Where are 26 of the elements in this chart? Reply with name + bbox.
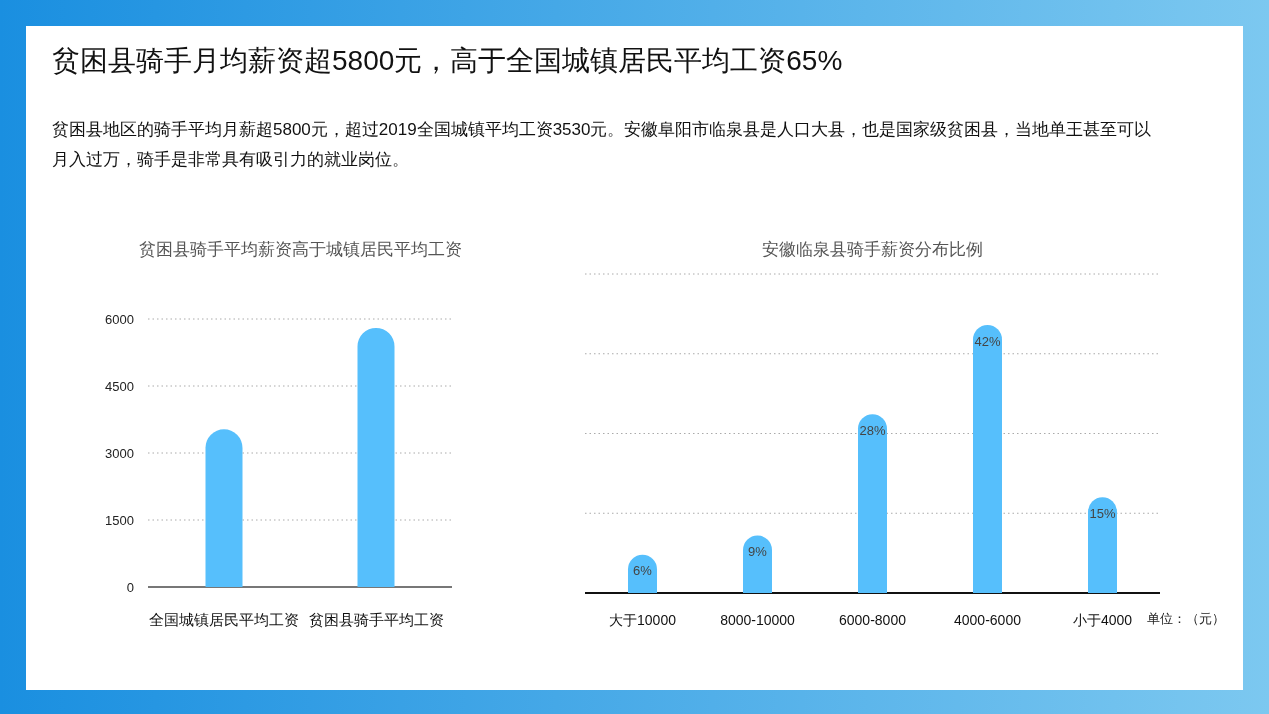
- data-label: 9%: [748, 544, 768, 560]
- data-label: 15%: [1089, 505, 1116, 521]
- x-tick-label: 贫困县骑手平均工资: [308, 611, 444, 628]
- y-tick-label: 6000: [105, 312, 134, 327]
- y-tick-label: 1500: [105, 513, 134, 528]
- bar: [973, 325, 1002, 593]
- data-label: 42%: [974, 333, 1001, 349]
- bar: [1088, 497, 1117, 593]
- data-label: 28%: [859, 422, 886, 438]
- x-tick-label: 8000-10000: [720, 612, 796, 628]
- bar: [743, 535, 772, 593]
- text: 贫困县地区的骑手平均月薪超5800元，超过2019全国城镇平均工资3530元。安徽阜阳市临泉县是人口大县，也是国家级贫困县，当地单王甚至可以月入过万，骑手是非常具有吸引力的就业岗位。: [52, 119, 1153, 171]
- x-tick-label: 小于4000: [1072, 612, 1133, 628]
- x-tick-label: 全国城镇居民平均工资: [149, 611, 299, 628]
- bar: [858, 414, 887, 593]
- x-tick-label: 4000-6000: [954, 612, 1022, 628]
- chart-title: 安徽临泉县骑手薪资分布比例: [762, 240, 983, 259]
- text: 单位：（元）: [1147, 611, 1225, 626]
- text: 贫困县骑手月均薪资超5800元，高于全国城镇居民平均工资65%: [52, 44, 843, 78]
- y-tick-label: 0: [126, 580, 134, 595]
- x-tick-label: 大于10000: [609, 612, 677, 628]
- y-tick-label: 4500: [105, 379, 134, 394]
- data-label: 6%: [633, 563, 653, 579]
- y-tick-label: 3000: [105, 446, 134, 461]
- x-tick-label: 6000-8000: [839, 612, 907, 628]
- chart-title: 贫困县骑手平均薪资高于城镇居民平均工资: [138, 240, 462, 259]
